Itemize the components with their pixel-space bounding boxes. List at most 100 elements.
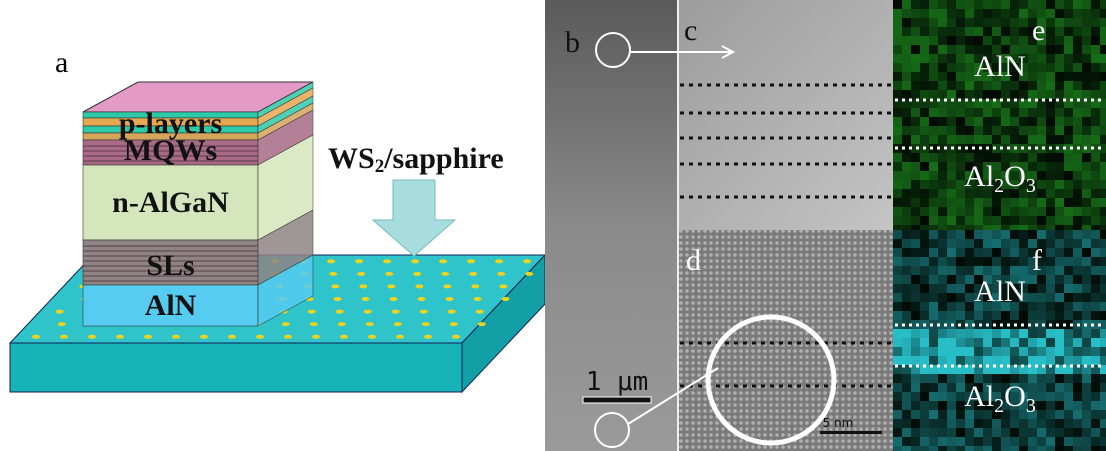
map-pixel [1037,446,1046,451]
map-pixel [1091,180,1100,189]
map-pixel [902,207,911,216]
ws2-flake [441,272,449,276]
map-pixel [1010,257,1019,266]
map-pixel [929,383,938,392]
map-pixel [1001,126,1010,135]
map-pixel [1019,9,1028,18]
label-part: Al [964,160,994,193]
map-pixel [911,419,920,428]
map-pixel [1100,9,1106,18]
ws2-flake [60,335,68,339]
map-pixel [1091,329,1100,338]
map-pixel [1037,153,1046,162]
map-pixel [1064,347,1073,356]
map-pixel [992,311,1001,320]
map-pixel [1046,153,1055,162]
map-pixel [893,63,902,72]
ws2-flake [413,272,421,276]
map-pixel [947,18,956,27]
map-pixel [893,230,902,239]
map-pixel [929,392,938,401]
ws2-flake [396,335,404,339]
ws2-flake [448,310,456,314]
map-pixel [965,0,974,9]
map-pixel [938,266,947,275]
map-pixel [992,248,1001,257]
map-pixel [992,419,1001,428]
map-pixel [1091,437,1100,446]
map-pixel [992,9,1001,18]
map-pixel [893,383,902,392]
map-pixel [1028,311,1037,320]
map-pixel [1037,189,1046,198]
map-pixel [902,230,911,239]
ws2-flake [359,284,367,288]
map-pixel [1028,90,1037,99]
map-pixel [929,356,938,365]
ws2-flake [88,335,96,339]
map-pixel [992,239,1001,248]
map-pixel [1064,248,1073,257]
map-pixel [938,275,947,284]
map-pixel [893,329,902,338]
map-pixel [1100,437,1106,446]
map-pixel [992,329,1001,338]
map-pixel [1010,311,1019,320]
map-pixel [947,54,956,63]
map-pixel [1073,54,1082,63]
map-pixel [1028,284,1037,293]
ws2-flake [357,272,365,276]
map-pixel [902,428,911,437]
map-pixel [1064,117,1073,126]
map-pixel [1010,248,1019,257]
map-pixel [1082,189,1091,198]
label-sub: 2 [375,156,385,177]
map-pixel [983,419,992,428]
map-pixel [929,45,938,54]
map-pixel [911,257,920,266]
map-pixel [1073,248,1082,257]
map-pixel [920,383,929,392]
map-pixel [1019,198,1028,207]
map-pixel [1091,230,1100,239]
map-pixel [920,90,929,99]
map-pixel [1055,302,1064,311]
map-pixel [1010,135,1019,144]
layer-label: AlN [145,289,197,322]
map-pixel [1037,117,1046,126]
map-pixel [911,437,920,446]
substrate-front [10,343,462,392]
map-pixel [1001,419,1010,428]
map-pixel [1028,428,1037,437]
map-pixel [1082,239,1091,248]
map-pixel [1082,392,1091,401]
map-pixel [1037,90,1046,99]
map-pixel [965,437,974,446]
ws2-flake [422,322,430,326]
map-pixel [1100,0,1106,9]
map-pixel [1091,189,1100,198]
map-pixel [983,18,992,27]
map-pixel [902,275,911,284]
map-pixel [929,54,938,63]
map-pixel [1073,153,1082,162]
map-pixel [1073,126,1082,135]
map-pixel [1073,419,1082,428]
map-pixel [1055,338,1064,347]
map-pixel [1100,275,1106,284]
map-pixel [929,338,938,347]
map-pixel [974,437,983,446]
scale-bar [820,431,882,434]
map-pixel [1046,257,1055,266]
map-pixel [1091,428,1100,437]
map-pixel [938,410,947,419]
map-pixel [1019,27,1028,36]
map-pixel [1091,356,1100,365]
map-pixel [956,257,965,266]
map-pixel [1037,0,1046,9]
map-pixel [1019,356,1028,365]
map-pixel [1100,383,1106,392]
map-pixel [920,135,929,144]
map-pixel [983,108,992,117]
map-pixel [911,275,920,284]
